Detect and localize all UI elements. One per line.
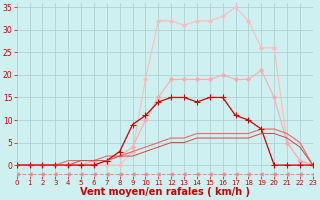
X-axis label: Vent moyen/en rafales ( km/h ): Vent moyen/en rafales ( km/h ) bbox=[80, 187, 250, 197]
